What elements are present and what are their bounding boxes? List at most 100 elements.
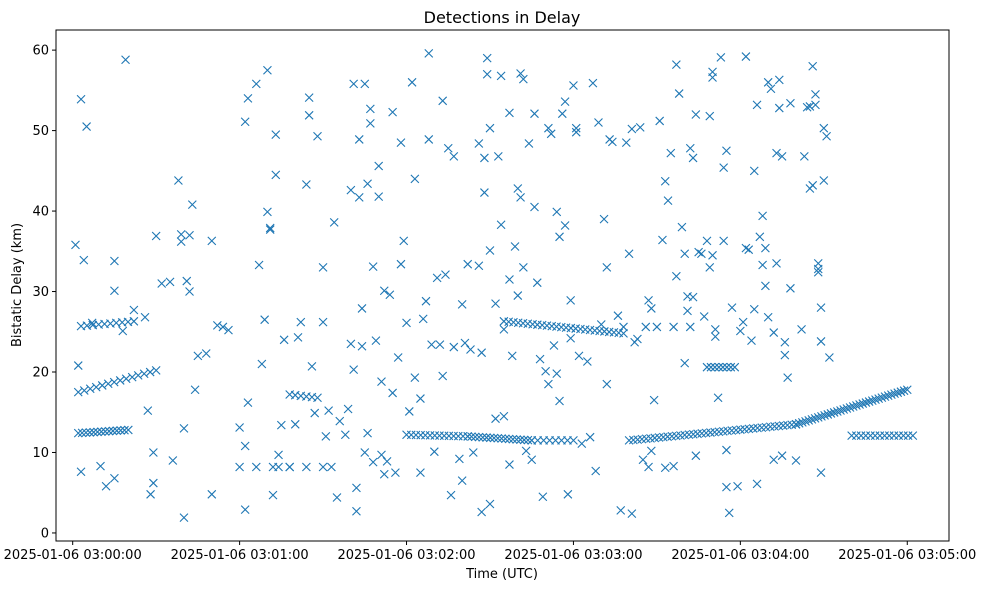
y-tick-label: 60 — [32, 44, 49, 59]
detection-point — [797, 324, 806, 334]
detection-point — [858, 399, 868, 408]
detection-point — [735, 326, 745, 336]
detection-point — [148, 478, 158, 488]
detection-point — [808, 61, 818, 71]
detection-point — [777, 451, 787, 461]
detection-point — [772, 258, 781, 268]
detection-point — [357, 341, 367, 351]
detection-point — [726, 362, 736, 372]
detection-point — [335, 416, 345, 426]
detection-point — [493, 433, 503, 443]
detection-point — [207, 236, 217, 246]
detection-point — [552, 369, 562, 379]
detection-point — [140, 312, 150, 322]
detection-point — [393, 353, 403, 362]
detection-point — [73, 387, 83, 397]
detection-point — [683, 306, 692, 316]
detection-point — [96, 427, 106, 437]
detection-point — [813, 413, 823, 422]
detection-point — [555, 232, 564, 242]
detection-point — [480, 188, 489, 197]
detection-point — [176, 230, 186, 239]
detection-point — [763, 77, 773, 87]
detection-point — [89, 427, 99, 437]
detection-point — [861, 398, 871, 407]
detection-point — [120, 425, 129, 435]
detection-point — [404, 407, 414, 416]
detection-point — [290, 419, 300, 429]
detection-point — [485, 123, 495, 133]
detection-point — [893, 388, 903, 398]
detection-point — [432, 273, 442, 283]
detection-point — [360, 79, 370, 89]
detection-point — [555, 396, 564, 406]
detection-point — [697, 249, 706, 259]
detection-point — [360, 448, 370, 457]
detection-point — [619, 328, 628, 338]
detection-point — [710, 332, 720, 341]
detection-point — [379, 469, 389, 479]
detection-point — [76, 94, 86, 104]
detection-point — [518, 74, 528, 84]
detection-point — [207, 489, 217, 499]
detection-point — [710, 324, 720, 334]
detection-point — [410, 373, 420, 383]
detection-point — [368, 262, 378, 271]
detection-point — [685, 322, 695, 332]
x-axis: 2025-01-06 03:00:00 2025-01-06 03:01:00 20… — [4, 541, 976, 563]
detection-point — [174, 176, 183, 185]
detection-point — [749, 304, 759, 314]
detection-point — [560, 221, 570, 230]
detection-point — [104, 426, 114, 436]
detection-point — [546, 129, 556, 139]
detection-point — [257, 359, 267, 369]
detection-point — [110, 256, 119, 266]
detection-point — [477, 348, 487, 358]
detection-point — [79, 386, 89, 395]
detection-point — [649, 395, 659, 405]
x-axis-label: Time (UTC) — [465, 567, 538, 582]
detection-point — [513, 291, 523, 300]
detection-point — [429, 447, 439, 457]
detection-point — [706, 362, 716, 372]
detection-point — [624, 249, 634, 259]
detection-point — [719, 163, 729, 172]
detection-point — [165, 277, 175, 287]
detection-point — [482, 69, 492, 79]
detection-point — [374, 161, 384, 171]
detection-point — [271, 170, 281, 180]
detection-point — [457, 476, 467, 486]
detection-point — [185, 230, 194, 240]
detection-point — [571, 127, 581, 137]
detection-point — [705, 111, 715, 121]
detection-point — [377, 377, 386, 387]
y-tick-label: 40 — [32, 205, 49, 220]
detection-point — [758, 260, 767, 270]
detection-point — [505, 108, 514, 118]
detection-point — [318, 462, 328, 472]
y-tick-label: 20 — [32, 366, 49, 381]
detection-point — [243, 94, 253, 103]
detection-point — [902, 385, 912, 395]
detection-point — [418, 314, 428, 324]
detection-point — [427, 340, 436, 350]
detection-point — [109, 377, 119, 387]
detection-point — [566, 333, 576, 343]
detection-point — [802, 102, 812, 112]
detection-point — [786, 283, 795, 293]
detection-point — [499, 411, 509, 421]
detection-point — [644, 295, 653, 305]
detection-point — [313, 393, 322, 403]
detection-point — [363, 179, 372, 189]
detection-point — [182, 276, 192, 286]
detection-point — [808, 180, 818, 190]
detection-point — [505, 275, 514, 284]
detection-point — [633, 334, 642, 344]
detection-point — [349, 79, 359, 89]
detection-point — [332, 493, 342, 502]
detection-point — [254, 260, 264, 270]
detection-point — [801, 416, 810, 426]
detection-point — [769, 455, 779, 465]
detection-point — [516, 435, 525, 445]
